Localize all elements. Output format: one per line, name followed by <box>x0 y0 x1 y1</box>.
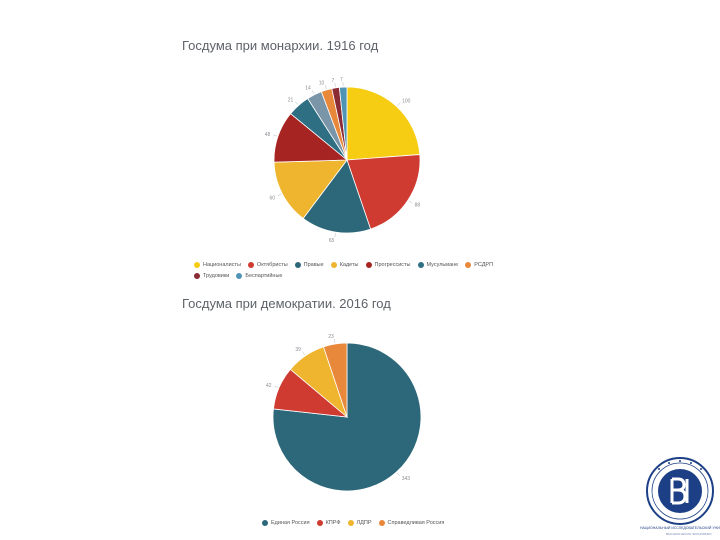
pie-2016: 343 42 39 23 <box>266 334 422 492</box>
pie-1916-legend-item-7: Трудовики <box>194 273 229 279</box>
pie-1916-legend-item-2: Правые <box>294 262 324 268</box>
pie-1916-leader-7 <box>324 85 327 90</box>
pie-2016-leader-3 <box>334 338 336 344</box>
pie-1916-label-5: 21 <box>288 97 294 103</box>
pie-2016-legend-swatch-3 <box>378 520 385 526</box>
pie-1916-slice-9 <box>338 86 348 161</box>
pie-2016-legend-label-3: Справедливая Россия <box>387 520 445 526</box>
chart-1916-title: Госдума при монархии. 1916 год <box>182 38 379 53</box>
pie-1916-legend-swatch-0 <box>194 262 200 268</box>
pie-1916-label-0: 100 <box>402 99 411 105</box>
pie-1916-legend-item-3: Кадеты <box>330 262 359 268</box>
pie-1916-legend-swatch-8 <box>236 273 243 279</box>
pie-2016-label-0: 343 <box>402 476 411 482</box>
pie-1916-slice-2 <box>302 159 372 234</box>
pie-1916-legend-item-0: Националисты <box>194 262 241 268</box>
pie-1916-slice-3 <box>273 159 348 219</box>
pie-1916-legend-item-8: Беспартийные <box>236 273 282 279</box>
hse-logo-caption-2: ВЫСШАЯ ШКОЛА ЭКОНОМИКИ <box>666 532 712 536</box>
pie-1916-leader-4 <box>273 134 278 137</box>
pie-1916-legend-item-6: РСДРП <box>465 262 493 268</box>
pie-1916-label-7: 10 <box>319 80 325 86</box>
pie-1916-legend-label-7: Трудовики <box>203 273 230 279</box>
pie-1916-legend-swatch-6 <box>465 262 472 268</box>
pie-1916-label-3: 60 <box>270 195 276 201</box>
pie-1916-legend-label-4: Прогрессисты <box>374 262 411 268</box>
pie-1916-leader-3 <box>277 193 282 197</box>
pie-1916-legend-label-8: Беспартийные <box>245 273 283 279</box>
pie-2016-label-3: 23 <box>328 334 334 340</box>
pie-2016-legend-swatch-0 <box>262 520 268 526</box>
pie-2016-leader-0 <box>396 472 400 476</box>
pie-1916-legend-label-0: Националисты <box>203 262 241 268</box>
pie-1916-legend-swatch-3 <box>330 262 337 268</box>
pie-1916-label-4: 48 <box>265 132 271 138</box>
pie-2016-legend-item-1: КПРФ <box>316 520 341 526</box>
chart-1916: Госдума при монархии. 1916 год 100 88 65 60… <box>180 38 520 288</box>
pie-1916-legend-label-2: Правые <box>303 262 324 268</box>
pie-1916-leader-8 <box>334 82 336 87</box>
pie-2016-leader-1 <box>274 385 279 388</box>
pie-2016-legend-label-1: КПРФ <box>325 520 341 526</box>
legend-1916: Националисты Октябристы Правые Кадеты Прогре… <box>194 262 514 284</box>
hse-seal-icon <box>646 457 714 525</box>
pie-1916-legend-swatch-5 <box>417 262 424 268</box>
pie-1916-leader-1 <box>408 200 413 204</box>
pie-1916-legend-swatch-1 <box>247 262 254 268</box>
pie-2016-legend-label-0: Единая Россия <box>271 520 310 526</box>
pie-1916: 100 88 65 60 48 21 14 10 7 7 <box>265 77 421 244</box>
pie-1916-legend-item-4: Прогрессисты <box>365 262 411 268</box>
hse-logo: НАЦИОНАЛЬНЫЙ ИССЛЕДОВАТЕЛЬСКИЙ УНИВЕРСИТ… <box>640 455 720 540</box>
pie-2016-legend-item-2: ЛДПР <box>347 520 372 526</box>
pie-1916-legend-label-1: Октябристы <box>256 262 288 268</box>
pie-1916-slice-1 <box>346 154 421 230</box>
pie-1916-legend-label-5: Мусульмане <box>426 262 459 268</box>
pie-1916-label-6: 14 <box>305 86 311 92</box>
pie-1916-leader-2 <box>334 233 336 238</box>
pie-2016-slice-0 <box>272 342 422 492</box>
pie-1916-legend-swatch-4 <box>365 262 372 268</box>
pie-1916-label-1: 88 <box>415 203 421 209</box>
pie-1916-legend-label-6: РСДРП <box>474 262 494 268</box>
pie-2016-legend-swatch-1 <box>316 520 323 526</box>
pie-1916-label-9: 7 <box>340 77 343 83</box>
legend-2016: Единая Россия КПРФ ЛДПР Справедливая Россия <box>262 520 582 531</box>
pie-2016-legend-swatch-2 <box>347 520 354 526</box>
pie-1916-legend-label-3: Кадеты <box>339 262 359 268</box>
pie-2016-legend-item-3: Справедливая Россия <box>378 520 445 526</box>
pie-1916-legend-swatch-7 <box>194 273 200 279</box>
chart-2016: Госдума при демократии. 2016 год 343 42 39… <box>180 296 520 536</box>
pie-2016-legend-item-0: Единая Россия <box>262 520 310 526</box>
pie-2016-label-1: 42 <box>266 383 272 389</box>
chart-2016-title: Госдума при демократии. 2016 год <box>182 296 391 311</box>
pie-1916-leader-0 <box>397 102 401 106</box>
pie-2016-leader-2 <box>302 351 306 356</box>
pie-2016-legend-label-2: ЛДПР <box>356 520 372 526</box>
pie-2016-slice-3 <box>322 342 348 418</box>
hse-logo-caption: НАЦИОНАЛЬНЫЙ ИССЛЕДОВАТЕЛЬСКИЙ УНИВЕРСИТ… <box>640 526 720 530</box>
pie-1916-label-2: 65 <box>329 238 335 244</box>
pie-1916-slice-0 <box>346 86 421 161</box>
pie-1916-legend-swatch-2 <box>294 262 301 268</box>
pie-1916-leader-5 <box>295 101 299 105</box>
pie-1916-legend-item-5: Мусульмане <box>417 262 459 268</box>
pie-1916-legend-item-1: Октябристы <box>247 262 288 268</box>
pie-1916-leader-6 <box>311 90 315 94</box>
pie-1916-label-8: 7 <box>332 78 335 84</box>
pie-2016-label-2: 39 <box>295 347 301 353</box>
